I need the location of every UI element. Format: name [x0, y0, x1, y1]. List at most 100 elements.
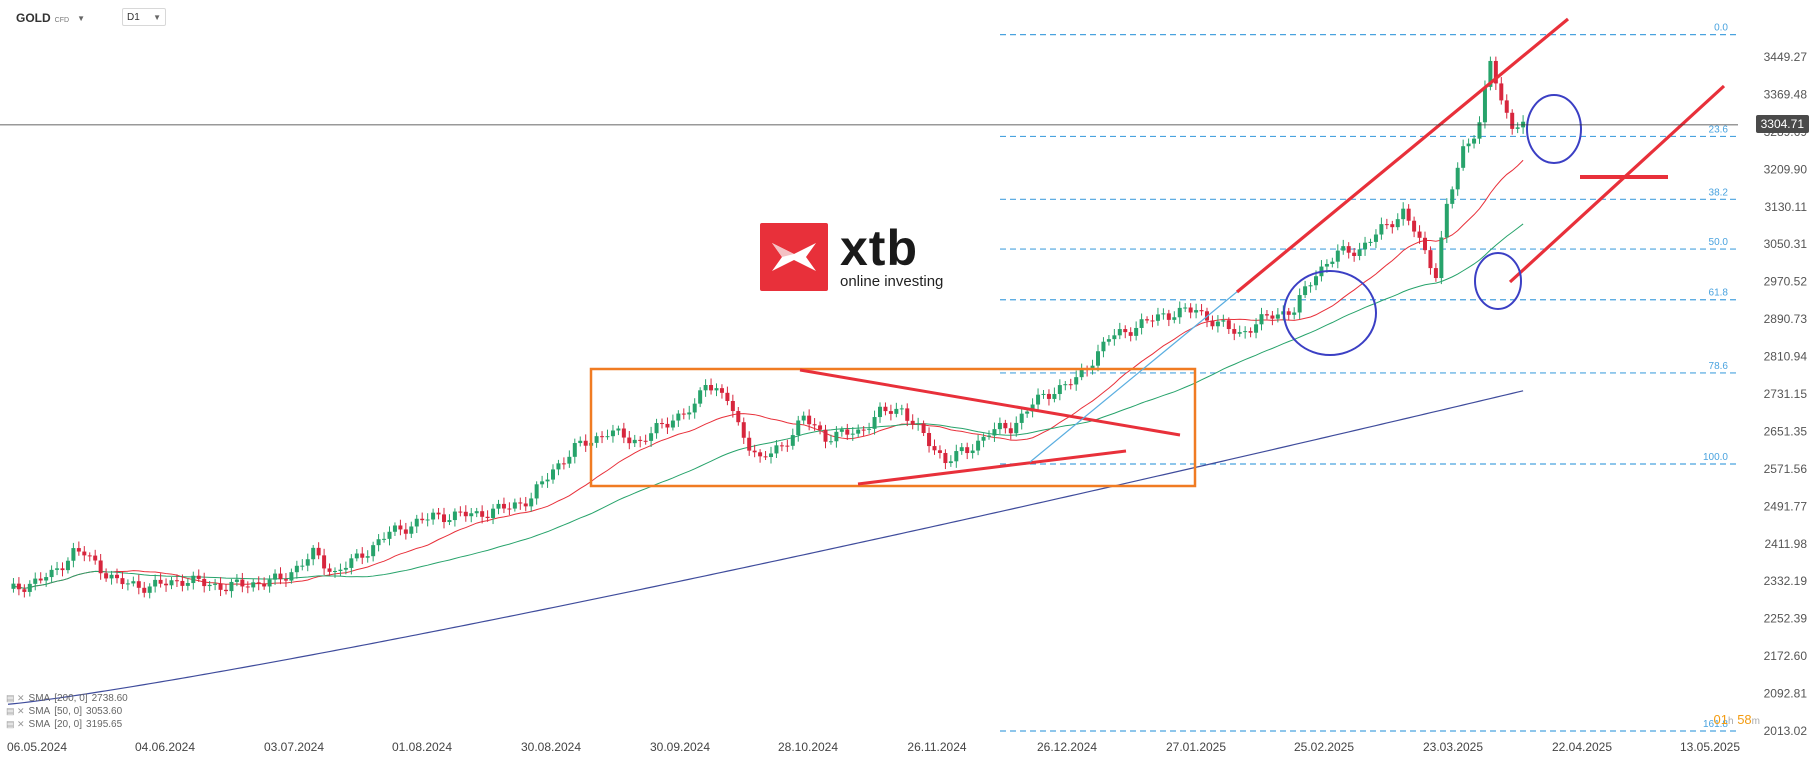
x-tick-label: 13.05.2025 — [1680, 740, 1740, 754]
x-tick-label: 03.07.2024 — [264, 740, 324, 754]
indicator-tools-icon[interactable]: ▤ ✕ — [6, 719, 25, 729]
candle-body — [948, 461, 953, 464]
candle-body — [523, 503, 528, 507]
candle-body — [839, 429, 844, 432]
candle-body — [741, 422, 746, 438]
candle-body — [1063, 384, 1068, 386]
y-tick-label: 3369.48 — [1764, 87, 1808, 101]
candle-body — [632, 439, 637, 444]
x-tick-label: 01.08.2024 — [392, 740, 452, 754]
candle-body — [305, 559, 310, 566]
triangle-upper-line — [799, 368, 1181, 437]
candle-body — [1166, 313, 1171, 320]
candle-body — [60, 568, 65, 571]
symbol-selector[interactable]: GOLD CFD ▼ — [16, 8, 85, 28]
candle-body — [818, 425, 823, 430]
candle-body — [76, 548, 81, 552]
candle-body — [807, 415, 812, 425]
indicator-sma200[interactable]: ▤ ✕ SMA [200, 0] 2738.60 — [6, 693, 128, 704]
candle-body — [785, 445, 790, 447]
y-tick-label: 2411.98 — [1765, 537, 1808, 551]
candle-body — [458, 511, 463, 513]
candle-body — [1390, 224, 1395, 228]
candle-body — [692, 403, 697, 413]
candle-body — [131, 581, 136, 584]
candle-body — [714, 388, 719, 391]
candle-body — [1368, 241, 1373, 243]
candle-body — [322, 555, 327, 569]
candle-body — [403, 529, 408, 534]
candle-body — [774, 445, 779, 454]
candle-body — [932, 446, 937, 451]
candle-body — [681, 413, 686, 415]
candle-body — [1482, 86, 1487, 123]
candle-body — [1515, 127, 1520, 129]
indicator-tools-icon[interactable]: ▤ ✕ — [6, 706, 25, 716]
candle-body — [387, 531, 392, 539]
candle-body — [1286, 311, 1291, 315]
time-axis: 06.05.2024 04.06.2024 03.07.2024 01.08.2024… — [7, 740, 1740, 754]
candle-body — [638, 439, 643, 441]
y-tick-label: 2252.39 — [1764, 612, 1808, 626]
candle-body — [1019, 413, 1024, 423]
candle-body — [1074, 377, 1079, 385]
sma50-line — [13, 223, 1524, 589]
candle-body — [627, 437, 632, 444]
candle-body — [485, 516, 490, 519]
candle-body — [1428, 250, 1433, 269]
candle-body — [621, 428, 626, 438]
fib-label: 78.6 — [1709, 361, 1729, 372]
candle-body — [1297, 295, 1302, 313]
indicator-sma50[interactable]: ▤ ✕ SMA [50, 0] 3053.60 — [6, 706, 123, 717]
candle-body — [1379, 224, 1384, 235]
candle-body — [1232, 329, 1237, 334]
indicator-sma20[interactable]: ▤ ✕ SMA [20, 0] 3195.65 — [6, 719, 123, 730]
y-tick-label: 2890.73 — [1764, 312, 1808, 326]
timeframe-selector[interactable]: D1 ▼ — [122, 8, 166, 26]
candle-body — [311, 547, 316, 560]
candle-body — [752, 450, 757, 453]
candle-body — [1025, 411, 1030, 414]
xtb-logo: xtb online investing — [760, 223, 943, 291]
current-price-label: 3304.71 — [1755, 115, 1809, 133]
candle-body — [207, 584, 212, 587]
candle-body — [87, 555, 92, 557]
candle-body — [82, 551, 87, 556]
candle-body — [343, 567, 348, 570]
xtb-mark-icon — [760, 223, 828, 291]
candle-body — [518, 502, 523, 504]
candle-body — [709, 385, 714, 391]
candle-body — [1030, 404, 1035, 412]
candle-body — [65, 560, 70, 571]
y-tick-label: 2731.15 — [1764, 387, 1808, 401]
candle-body — [442, 514, 446, 523]
candle-body — [147, 586, 152, 593]
candle-body — [1264, 314, 1269, 316]
candle-body — [1155, 314, 1160, 321]
candle-body — [976, 440, 981, 451]
candle-body — [1177, 307, 1182, 318]
candle-body — [1292, 312, 1297, 315]
x-tick-label: 04.06.2024 — [135, 740, 195, 754]
candle-body — [316, 547, 321, 556]
candle-body — [1215, 321, 1220, 327]
candle-body — [1466, 143, 1471, 147]
x-tick-label: 25.02.2025 — [1294, 740, 1354, 754]
candle-body — [1352, 252, 1357, 257]
candle-body — [109, 574, 114, 579]
symbol-type: CFD — [54, 16, 70, 24]
candle-body — [376, 539, 381, 546]
candle-body — [371, 545, 376, 557]
candle-body — [196, 575, 201, 579]
candle-body — [1210, 320, 1215, 327]
indicator-tools-icon[interactable]: ▤ ✕ — [6, 693, 25, 703]
candle-body — [1499, 83, 1504, 101]
candle-body — [218, 583, 223, 590]
candle-body — [491, 508, 496, 519]
candle-body — [719, 388, 724, 393]
candle-body — [169, 580, 174, 586]
candle-body — [561, 463, 566, 465]
candle-body — [1363, 242, 1368, 250]
candle-body — [1357, 249, 1362, 257]
